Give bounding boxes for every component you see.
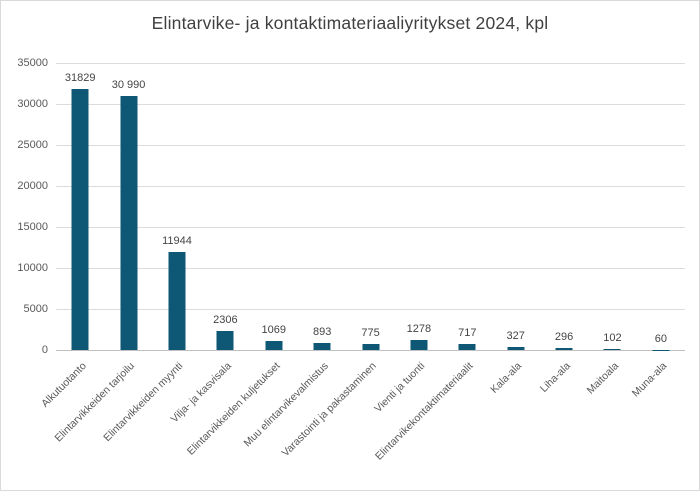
bar-value-label: 30 990	[111, 78, 146, 91]
gridline	[56, 186, 685, 187]
x-axis-label: Kala-ala	[488, 360, 525, 396]
bar-value-label: 60	[654, 332, 667, 345]
y-axis-tick-label: 25000	[17, 139, 48, 151]
bar-value-label: 11944	[162, 235, 192, 248]
bar	[458, 344, 476, 350]
bar	[216, 331, 234, 350]
x-axis-label: Maitoala	[584, 360, 621, 397]
y-axis-tick-label: 0	[41, 344, 48, 356]
bar-column: 327 Kala-ala	[488, 63, 540, 395]
x-axis-label: Elintarvikkeiden kuljetukset	[184, 360, 283, 458]
bar	[120, 95, 138, 350]
bar-value-label: 717	[458, 327, 477, 340]
bar-column: 775 Varastointi ja pakastaminen	[280, 63, 394, 459]
y-axis-tick-label: 5000	[23, 303, 48, 315]
bar-column: 893 Muu elintarvikevalmistus	[241, 63, 346, 450]
gridline	[56, 63, 685, 64]
bar	[71, 89, 89, 350]
bar-column: 60 Muna-ala	[630, 63, 685, 400]
bar-series: 31829 Alkutuotanto 30 990 Elintarvikkeiden …	[39, 63, 685, 463]
bar-column: 30 990 Elintarvikkeiden tarjoilu	[53, 63, 152, 445]
chart-title: Elintarvike- ja kontaktimateriaaliyrityk…	[151, 13, 549, 33]
bar	[313, 342, 331, 350]
bar-column: 102 Maitoala	[584, 63, 636, 396]
y-axis-tick-label: 15000	[17, 221, 48, 233]
gridline	[56, 145, 685, 146]
bar	[362, 343, 380, 350]
bar-column: 31829 Alkutuotanto	[39, 63, 104, 410]
bar-column: 2306 Vilja- ja kasvisala	[169, 63, 249, 425]
gridline	[56, 104, 685, 105]
y-axis-tick-label: 35000	[17, 57, 48, 69]
x-axis-label: Alkutuotanto	[38, 360, 89, 410]
bar	[168, 252, 186, 350]
x-axis-label: Muna-ala	[629, 360, 670, 400]
gridline	[56, 309, 685, 310]
bar-column: 717 Elintarvikekontaktimateriaalit	[373, 63, 491, 462]
bar-column: 296 Liha-ala	[538, 63, 588, 395]
y-axis-tick-label: 30000	[17, 98, 48, 110]
bar	[507, 347, 525, 350]
bar	[265, 341, 283, 350]
plot-area: 0 5000 10000 15000 20000 25000 30000 35000 31829…	[17, 57, 685, 463]
bar	[555, 347, 573, 350]
bar-column: 1069 Elintarvikkeiden kuljetukset	[185, 63, 298, 457]
x-axis-label: Varastointi ja pakastaminen	[279, 360, 380, 460]
bar-column: 1278 Vienti ja tuonti	[372, 63, 443, 415]
gridline	[56, 227, 685, 228]
bar-value-label: 1278	[406, 322, 432, 335]
x-axis-baseline	[56, 350, 685, 351]
bar-value-label: 2306	[213, 314, 238, 327]
bar-value-label: 31829	[64, 72, 96, 85]
y-axis-tick-label: 10000	[17, 262, 48, 274]
bar-value-label: 296	[554, 330, 574, 343]
bar-value-label: 102	[603, 332, 622, 345]
bar	[410, 339, 428, 350]
x-axis-label: Muu elintarvikevalmistus	[241, 360, 331, 450]
bar	[603, 349, 621, 350]
bar-value-label: 893	[312, 325, 332, 338]
bar-column: 11944 Elintarvikkeiden myynti	[101, 63, 201, 444]
gridline	[56, 268, 685, 269]
x-axis-label: Elintarvikekontaktimateriaalit	[373, 360, 476, 463]
x-axis-label: Liha-ala	[537, 360, 573, 395]
bar-value-label: 775	[361, 326, 380, 339]
bar-value-label: 1069	[261, 324, 286, 337]
y-axis-tick-label: 20000	[17, 180, 48, 192]
x-axis-label: Elintarvikkeiden tarjoilu	[52, 360, 138, 445]
bar-value-label: 327	[506, 330, 525, 343]
